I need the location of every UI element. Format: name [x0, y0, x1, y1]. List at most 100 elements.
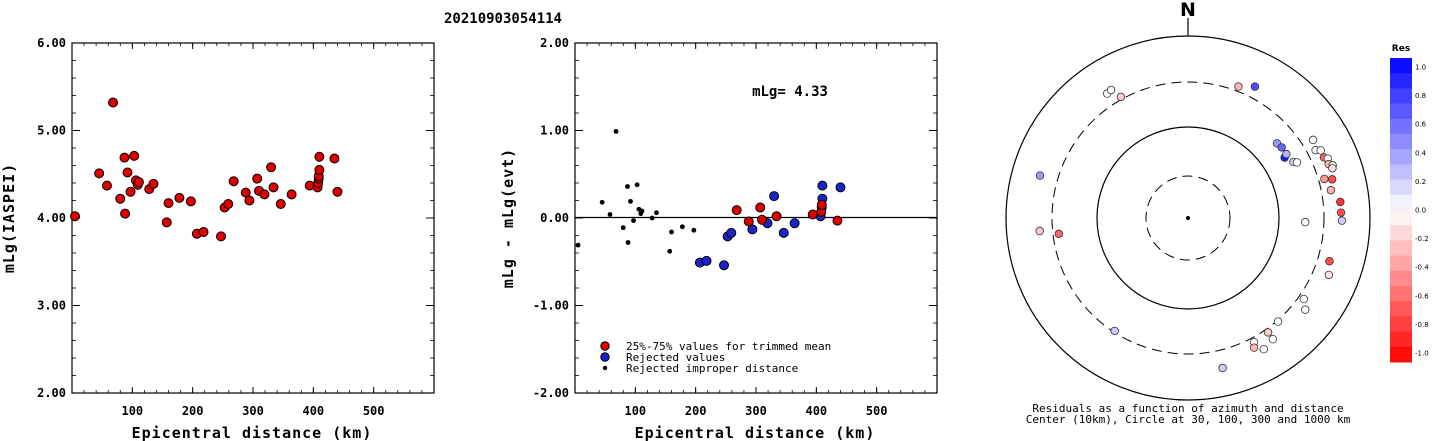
- p1-point-accepted: [101, 180, 112, 191]
- p1-ytick-label: 6.00: [37, 36, 66, 50]
- p2-point-improper: [669, 229, 674, 235]
- colorbar-tick-label: 0.0: [1415, 207, 1426, 215]
- legend-label: Rejected improper distance: [626, 362, 798, 375]
- polar-station-marker: [1325, 257, 1334, 266]
- p2-point-improper: [667, 248, 673, 254]
- colorbar-tick-label: -0.8: [1415, 321, 1429, 329]
- colorbar-tick-label: 0.6: [1415, 121, 1427, 129]
- polar-station-marker: [1328, 175, 1337, 184]
- p2-ytick-label: 1.00: [540, 124, 569, 138]
- center-marker: [1186, 216, 1190, 220]
- colorbar-cell: [1390, 316, 1412, 333]
- polar-station-marker: [1106, 85, 1116, 95]
- p2-point-accepted: [771, 211, 782, 222]
- p2-point-improper: [625, 184, 630, 189]
- figure-title: 20210903054114: [444, 11, 562, 27]
- colorbar-cell: [1390, 179, 1412, 196]
- p1-point-accepted: [216, 231, 227, 242]
- polar-station-marker: [1337, 216, 1347, 225]
- panel1-ylabel: mLg(IASPEI): [0, 163, 18, 273]
- p1-point-accepted: [70, 211, 81, 222]
- polar-station-marker: [1054, 229, 1064, 239]
- p1-point-accepted: [266, 162, 277, 173]
- p2-xtick-label: 400: [805, 404, 827, 418]
- p2-xtick-label: 100: [624, 404, 646, 418]
- ring-100km: [1096, 126, 1280, 310]
- p2-point-improper: [575, 242, 581, 248]
- p1-point-accepted: [228, 176, 239, 187]
- ring-300km: [1051, 81, 1325, 355]
- polar-station-marker: [1218, 363, 1227, 373]
- p1-point-accepted: [122, 167, 133, 178]
- polar-station-marker: [1299, 294, 1308, 304]
- panel2-xlabel: Epicentral distance (km): [635, 424, 876, 441]
- colorbar-cell: [1390, 286, 1412, 302]
- p2-point-improper: [599, 199, 605, 205]
- p1-point-accepted: [94, 168, 105, 179]
- colorbar-cell: [1390, 58, 1412, 74]
- p2-xtick-label: 200: [685, 404, 707, 418]
- p1-ytick-label: 4.00: [37, 211, 66, 225]
- p2-point-improper: [613, 128, 619, 134]
- colorbar-tick-label: 0.2: [1415, 178, 1426, 186]
- p1-point-accepted: [286, 189, 297, 200]
- polar-station-marker: [1249, 343, 1259, 352]
- p1-point-accepted: [223, 199, 234, 209]
- ring-30km: [1145, 175, 1231, 261]
- colorbar-tick-label: 0.4: [1415, 149, 1427, 157]
- p2-point-improper: [607, 212, 613, 217]
- p2-point-accepted: [731, 205, 742, 216]
- p2-point-rejected: [835, 182, 846, 193]
- polar-station-marker: [1316, 146, 1325, 155]
- polar-station-marker: [1301, 217, 1310, 227]
- mlg-annotation: mLg= 4.33: [752, 84, 828, 100]
- p2-ytick-label: 0.00: [540, 211, 569, 225]
- p2-point-improper: [620, 225, 626, 231]
- colorbar-cell: [1390, 210, 1412, 226]
- p2-point-improper: [649, 215, 655, 221]
- polar-station-marker: [1234, 82, 1243, 91]
- p2-point-rejected: [817, 180, 828, 191]
- p1-point-accepted: [259, 189, 270, 200]
- colorbar-tick-label: 1.0: [1415, 64, 1426, 72]
- p2-point-rejected: [778, 227, 789, 238]
- p2-point-accepted: [816, 199, 827, 210]
- p1-point-accepted: [252, 173, 263, 184]
- residual-colorbar: Res 1.0 0.8 0.6 0.4 0.2 0.0 -0.2 -0.4 -0.6 -0.8 -1…: [1390, 44, 1429, 363]
- polar-station-marker: [1320, 174, 1329, 184]
- colorbar-tick-label: 0.8: [1415, 92, 1426, 100]
- polar-station-marker: [1268, 334, 1278, 344]
- p1-point-accepted: [268, 182, 279, 193]
- panel-mlg-vs-distance: 100 200 300 400 500 2.00 3.00 4.00 5.00 6.00 Epic…: [0, 36, 435, 441]
- p2-point-accepted: [807, 209, 818, 220]
- p1-point-accepted: [174, 192, 185, 203]
- legend-label: 25%-75% values for trimmed mean: [626, 340, 831, 353]
- p1-point-accepted: [163, 198, 174, 209]
- p1-point-accepted: [185, 196, 196, 207]
- p2-point-accepted: [743, 216, 754, 227]
- p2-point-improper: [628, 198, 633, 204]
- colorbar-cell: [1390, 301, 1412, 317]
- p2-point-improper: [679, 224, 685, 230]
- p1-xtick-label: 300: [242, 404, 264, 418]
- colorbar-cell: [1390, 225, 1412, 241]
- p1-xtick-label: 400: [302, 404, 324, 418]
- colorbar-cell: [1390, 88, 1412, 105]
- p1-ytick-label: 5.00: [37, 124, 66, 138]
- p1-point-accepted: [244, 195, 255, 206]
- polar-station-marker: [1292, 158, 1302, 167]
- p1-point-accepted: [332, 186, 343, 197]
- colorbar-cell: [1390, 118, 1412, 135]
- legend-label: Rejected values: [626, 351, 725, 364]
- p1-point-accepted: [119, 152, 130, 163]
- p2-point-improper: [639, 208, 645, 214]
- p1-ytick-label: 3.00: [37, 299, 66, 313]
- legend-marker-accepted: [600, 341, 610, 351]
- colorbar-tick-label: -0.6: [1415, 292, 1429, 300]
- p1-point-accepted: [108, 97, 119, 108]
- north-label: N: [1180, 0, 1196, 21]
- colorbar-cell: [1390, 255, 1412, 272]
- colorbar-cell: [1390, 240, 1412, 257]
- p2-ytick-label: 2.00: [540, 36, 569, 50]
